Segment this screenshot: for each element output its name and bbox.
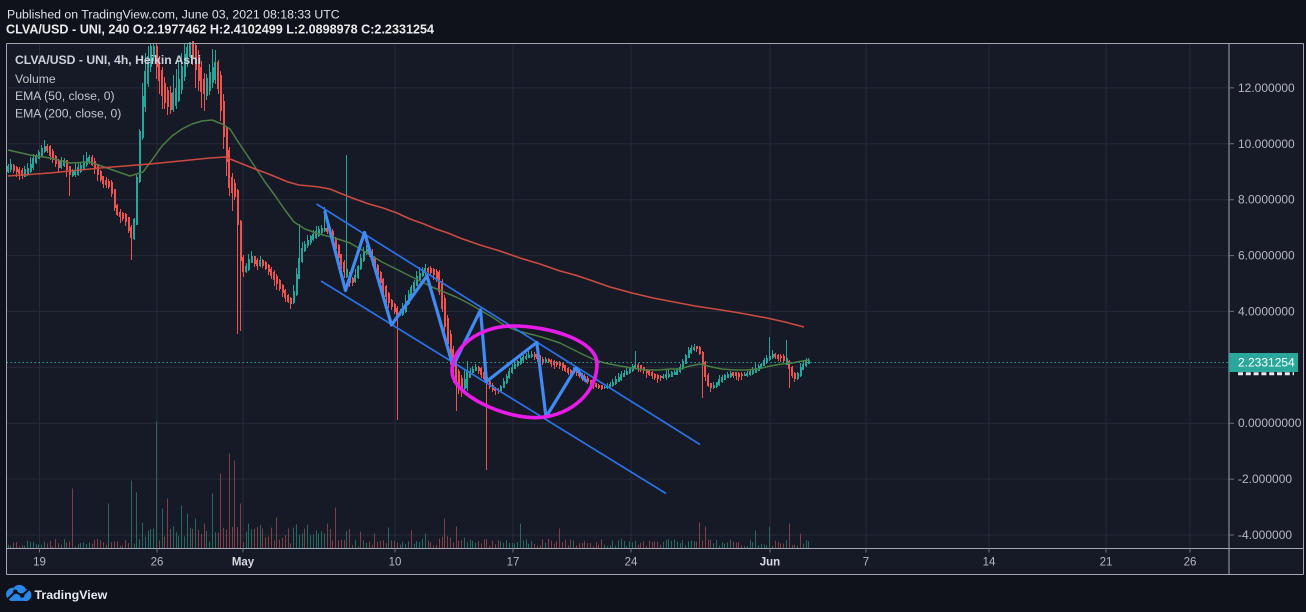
svg-text:0.00000000: 0.00000000 xyxy=(1238,416,1302,430)
svg-text:10.000000: 10.000000 xyxy=(1238,137,1295,151)
svg-text:6.0000000: 6.0000000 xyxy=(1238,249,1295,263)
svg-text:21: 21 xyxy=(1100,557,1113,569)
svg-text:Published on TradingView.com,: Published on TradingView.com, June 03, 2… xyxy=(7,8,340,22)
svg-text:24: 24 xyxy=(625,557,638,569)
svg-text:EMA (50, close, 0): EMA (50, close, 0) xyxy=(15,89,115,103)
svg-text:19: 19 xyxy=(33,557,46,569)
svg-text:8.0000000: 8.0000000 xyxy=(1238,193,1295,207)
svg-text:Jun: Jun xyxy=(760,557,780,569)
svg-text:4.0000000: 4.0000000 xyxy=(1238,304,1295,318)
svg-text:10: 10 xyxy=(389,557,402,569)
svg-text:TradingView: TradingView xyxy=(35,588,108,602)
svg-text:2.2331254: 2.2331254 xyxy=(1238,356,1295,370)
svg-text:-4.000000: -4.000000 xyxy=(1238,528,1292,542)
svg-text:Volume: Volume xyxy=(15,72,56,86)
svg-text:7: 7 xyxy=(863,557,869,569)
svg-text:12.000000: 12.000000 xyxy=(1238,81,1295,95)
svg-text:CLVA/USD - UNI, 240 O:2.197746: CLVA/USD - UNI, 240 O:2.1977462 H:2.4102… xyxy=(6,23,434,37)
svg-text:EMA (200, close, 0): EMA (200, close, 0) xyxy=(15,107,121,121)
svg-text:26: 26 xyxy=(1184,557,1197,569)
svg-text:26: 26 xyxy=(151,557,164,569)
svg-text:17: 17 xyxy=(507,557,520,569)
svg-text:-2.000000: -2.000000 xyxy=(1238,472,1292,486)
svg-text:May: May xyxy=(232,557,255,569)
svg-text:14: 14 xyxy=(983,557,996,569)
svg-text:CLVA/USD - UNI, 4h, Heikin Ash: CLVA/USD - UNI, 4h, Heikin Ashi xyxy=(15,53,201,67)
